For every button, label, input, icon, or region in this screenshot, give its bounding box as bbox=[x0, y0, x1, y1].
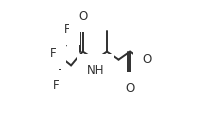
Text: F: F bbox=[50, 47, 56, 60]
Text: O: O bbox=[143, 53, 152, 66]
Text: O: O bbox=[125, 82, 135, 95]
Text: NH: NH bbox=[87, 64, 104, 77]
Text: O: O bbox=[78, 10, 87, 23]
Text: F: F bbox=[53, 79, 59, 92]
Text: F: F bbox=[64, 23, 71, 36]
